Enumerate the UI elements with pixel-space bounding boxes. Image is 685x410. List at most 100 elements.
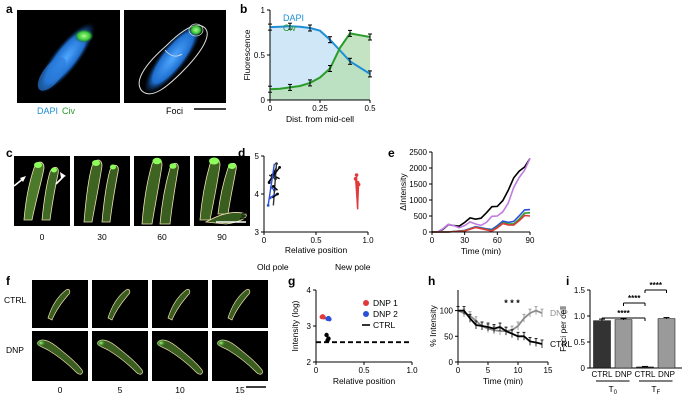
data-point-dnp-1 bbox=[321, 315, 326, 320]
y-tick-label: 2 bbox=[307, 358, 312, 367]
y-tick-label: 50 bbox=[444, 332, 453, 341]
panel-i-label: i bbox=[566, 274, 569, 288]
y-tick-label: 0.5 bbox=[254, 51, 266, 60]
panel-f-time-10: 10 bbox=[175, 385, 185, 395]
y-tick-label: 2000 bbox=[409, 164, 427, 173]
panel-a-image-left bbox=[17, 10, 120, 103]
group-label-t0: T0 bbox=[608, 384, 617, 396]
legend-dapi: DAPI bbox=[283, 13, 304, 23]
panel-a-image-right bbox=[124, 10, 226, 103]
x-axis-label: Dist. from mid-cell bbox=[286, 114, 354, 124]
y-tick-label: 3 bbox=[255, 228, 260, 237]
legend-swatch bbox=[363, 311, 369, 317]
x-tick-label: 10 bbox=[514, 366, 523, 375]
panel-f-row-ctrl: CTRL bbox=[4, 295, 26, 305]
x-tick-label: 0.5 bbox=[358, 366, 370, 375]
x-tick-label: 0.25 bbox=[312, 104, 328, 113]
y-tick-label: 1.0 bbox=[574, 312, 586, 321]
chart-e: 0 30 60 90 0 500 1000 1500 2000 2500 Time (min) ΔIn… bbox=[398, 148, 535, 256]
series-line-civ bbox=[269, 32, 371, 91]
y-axis-label: Intensity (log) bbox=[290, 300, 300, 351]
y-tick-label: 100 bbox=[440, 307, 454, 316]
chart-d: 0 0.5 1.0 3 4 5 Relative position Intensity (lo… bbox=[238, 152, 374, 255]
y-axis-label: Foci per cell bbox=[558, 306, 568, 352]
panel-a-caption-foci: Foci bbox=[166, 106, 183, 116]
bar bbox=[614, 319, 633, 369]
panel-c-images bbox=[13, 156, 250, 226]
x-tick-label: 60 bbox=[493, 236, 502, 245]
y-tick-label: 0 bbox=[261, 96, 266, 105]
y-axis-label: Intensity (log) bbox=[238, 168, 248, 219]
legend-label: DNP 2 bbox=[373, 309, 398, 319]
chart-b: 0 0.25 0.5 0 0.5 1 Dist. from mid-cell Fluoresc… bbox=[242, 6, 376, 124]
new-pole-track bbox=[357, 184, 360, 210]
y-axis-label: % Intensity bbox=[428, 304, 438, 346]
panel-d-label: d bbox=[238, 146, 245, 160]
y-axis-label: Fluorescence bbox=[242, 29, 252, 80]
bar bbox=[636, 366, 654, 369]
series-line-purple bbox=[432, 158, 531, 233]
y-tick-label: 5 bbox=[255, 152, 260, 161]
group-label-tf: TF bbox=[651, 384, 660, 396]
panel-e-label: e bbox=[388, 146, 395, 160]
x-tick-label: 0.5 bbox=[310, 236, 322, 245]
x-tick-label: 15 bbox=[544, 366, 553, 375]
y-tick-label: 0.5 bbox=[574, 338, 586, 347]
y-tick-label: 3 bbox=[307, 322, 312, 331]
y-tick-label: 500 bbox=[414, 212, 428, 221]
y-tick-label: 4 bbox=[307, 286, 312, 295]
y-tick-label: 0 bbox=[423, 228, 428, 237]
significance-stars: **** bbox=[650, 281, 663, 290]
category-label: DNP bbox=[615, 370, 632, 379]
legend-label: CTRL bbox=[373, 320, 395, 330]
y-tick-label: 0 bbox=[449, 358, 454, 367]
legend-swatch bbox=[363, 300, 369, 306]
panel-f-time-0: 0 bbox=[58, 385, 63, 395]
series-line-red bbox=[432, 214, 531, 233]
panel-c-label: c bbox=[6, 146, 13, 160]
category-label: DNP bbox=[658, 370, 675, 379]
legend-label: DNP 1 bbox=[373, 298, 398, 308]
chart-g: 0 0.5 1.0 2 3 4 Relative position Intensity (lo… bbox=[290, 286, 418, 386]
x-tick-label: 90 bbox=[526, 236, 535, 245]
series-label-dnp: DNP bbox=[550, 308, 568, 318]
x-tick-label: 0.5 bbox=[364, 104, 376, 113]
old-pole-point bbox=[278, 166, 281, 169]
panel-f-time-5: 5 bbox=[118, 385, 123, 395]
y-tick-label: 4 bbox=[255, 190, 260, 199]
x-tick-label: 0 bbox=[456, 366, 461, 375]
panel-h-significance: * * * bbox=[504, 298, 520, 308]
x-tick-label: 0 bbox=[262, 236, 267, 245]
x-tick-label: 5 bbox=[486, 366, 491, 375]
series-line-black bbox=[432, 157, 531, 233]
y-tick-label: 1000 bbox=[409, 196, 427, 205]
old-pole-point bbox=[266, 204, 270, 207]
y-tick-label: 1500 bbox=[409, 180, 427, 189]
old-pole-track bbox=[267, 166, 281, 184]
series-label-ctrl: CTRL bbox=[550, 339, 572, 349]
y-tick-label: 0 bbox=[581, 364, 586, 373]
y-axis-label: ΔIntensity bbox=[398, 173, 408, 211]
panel-d-old-pole: Old pole bbox=[257, 262, 289, 272]
category-label: CTRL bbox=[635, 370, 656, 379]
y-tick-label: 2500 bbox=[409, 148, 427, 157]
significance-stars: **** bbox=[617, 309, 630, 318]
panel-f-time-15: 15 bbox=[235, 385, 245, 395]
bar bbox=[593, 320, 611, 369]
series-line-dapi bbox=[269, 25, 371, 75]
x-tick-label: 0 bbox=[268, 104, 273, 113]
panel-c-time-0: 0 bbox=[40, 232, 45, 242]
data-point-ctrl bbox=[324, 332, 329, 338]
panel-d-new-pole: New pole bbox=[335, 262, 371, 272]
new-pole-point bbox=[356, 182, 361, 187]
new-pole-point bbox=[354, 173, 359, 177]
panel-c-time-60: 60 bbox=[157, 232, 167, 242]
panel-b-label: b bbox=[240, 2, 247, 16]
y-tick-label: 1.5 bbox=[574, 286, 586, 295]
data-point-dnp-2 bbox=[327, 316, 332, 322]
panel-c-frame-0 bbox=[13, 156, 70, 226]
civ-area bbox=[270, 33, 370, 100]
panel-a-caption-civ: Civ bbox=[62, 106, 75, 116]
